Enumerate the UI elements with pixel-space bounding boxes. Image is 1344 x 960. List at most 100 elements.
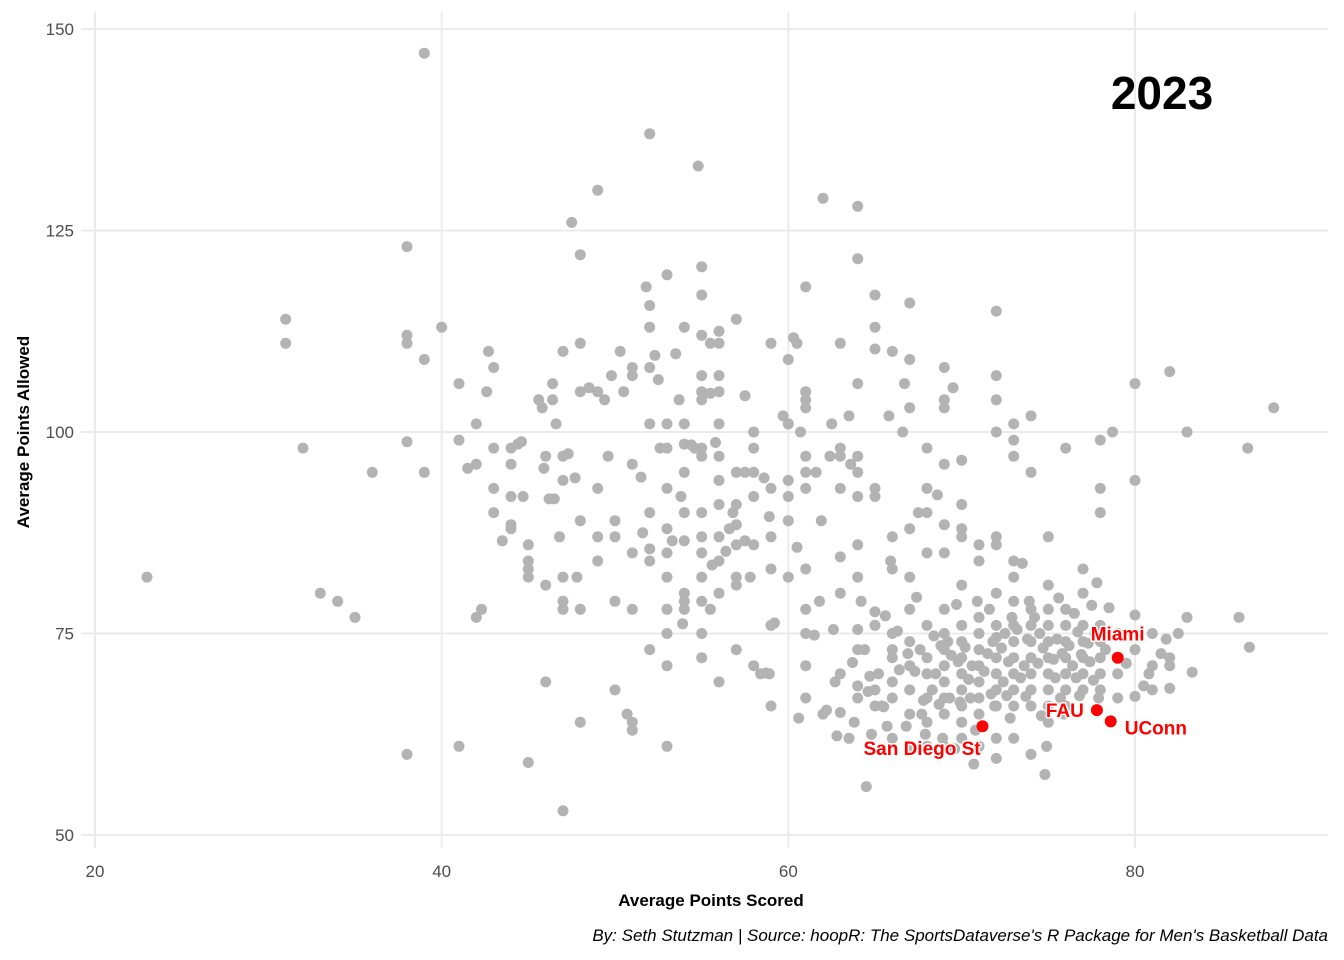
data-point [640,281,652,293]
data-point [1029,611,1040,623]
data-point [1008,700,1020,712]
data-point [713,531,725,543]
data-point [963,673,975,685]
data-point [845,458,857,470]
data-point [1042,531,1054,543]
data-point [557,345,569,357]
data-point [944,692,955,704]
team-label: UConn [1125,718,1187,739]
data-point [892,625,903,637]
data-point [1181,611,1193,623]
x-tick-label: 20 [86,862,105,881]
data-point [814,595,825,607]
data-point [1268,402,1280,414]
data-point [990,700,1002,712]
data-point [1025,700,1037,712]
data-point [366,466,378,478]
data-point [1146,684,1158,696]
data-point [886,644,898,656]
data-point [973,740,985,752]
data-point [800,482,812,494]
data-point [1243,641,1255,653]
data-point [621,708,633,720]
data-point [696,628,708,639]
data-point [800,450,812,462]
team-label: San Diego St [863,739,981,760]
data-point [696,571,708,583]
data-point [931,489,943,501]
data-point [1008,555,1020,567]
data-point [921,507,933,519]
data-point [280,313,292,325]
data-point [921,482,933,494]
data-point [904,708,916,720]
data-point [765,700,777,712]
data-point [538,462,550,474]
data-point [765,563,777,575]
data-point [462,462,474,474]
data-point [488,442,500,454]
data-point [911,591,923,603]
data-point [956,454,968,466]
team-label-halo: UConn [1125,718,1187,739]
data-point [141,571,153,583]
data-point [793,712,805,724]
data-point [1042,716,1054,728]
data-point [973,611,985,623]
data-point [678,321,690,333]
data-point [978,665,990,677]
data-point [574,337,586,349]
data-point [678,507,690,519]
data-point [661,482,673,494]
data-point [1077,668,1089,680]
data-point [1004,712,1016,724]
data-point [1042,579,1054,591]
data-point [899,378,910,390]
data-point [921,547,933,559]
data-point [571,571,583,583]
data-point [713,555,725,567]
data-point [769,617,780,629]
data-point [945,649,957,661]
data-point [314,587,326,599]
data-point [909,665,921,677]
data-point [834,442,846,454]
data-point [782,515,794,527]
data-point [782,418,794,430]
data-point [990,684,1002,696]
data-point [670,348,682,360]
data-point [1094,684,1106,696]
data-point [956,700,968,712]
data-point [765,337,777,349]
data-point [938,547,950,559]
data-point [1094,668,1106,680]
data-point [678,466,690,478]
data-point [483,345,494,357]
data-point [782,491,794,502]
y-tick-label: 50 [55,826,74,845]
data-point [1060,684,1072,696]
data-point [481,386,493,398]
data-point [678,418,690,430]
y-tick-label: 75 [55,625,74,644]
data-point [626,716,638,728]
data-point [902,648,914,660]
data-point [748,660,760,672]
data-point [599,394,611,406]
data-point [810,466,822,478]
data-point [1042,684,1054,696]
data-point [1112,668,1124,680]
data-point [583,382,595,394]
data-point [847,657,858,668]
data-point [1008,571,1020,583]
data-point [1129,609,1141,621]
data-point [661,660,673,672]
data-point [791,541,803,553]
data-point [418,354,430,365]
data-point [704,337,716,349]
data-point [959,641,971,653]
data-point [1084,656,1096,668]
data-point [661,571,673,583]
data-point [704,603,716,615]
data-point [1025,466,1037,478]
